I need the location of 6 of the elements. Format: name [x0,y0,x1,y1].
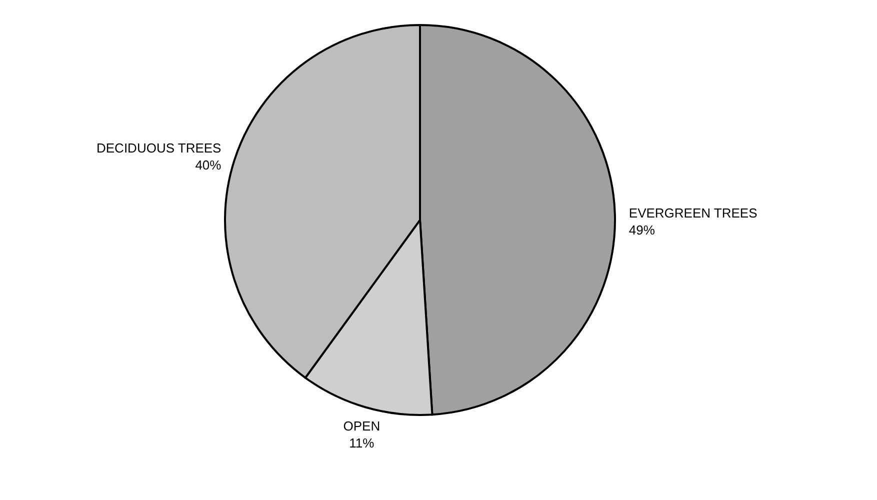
data-label: 40% [195,157,222,172]
data-label: 49% [628,222,656,238]
slice-label: DECIDUOUS TREES [96,140,222,156]
slice-label: OPEN [343,418,380,434]
data-label: 11% [349,436,375,451]
slice-label: EVERGREEN TREES [628,205,758,220]
